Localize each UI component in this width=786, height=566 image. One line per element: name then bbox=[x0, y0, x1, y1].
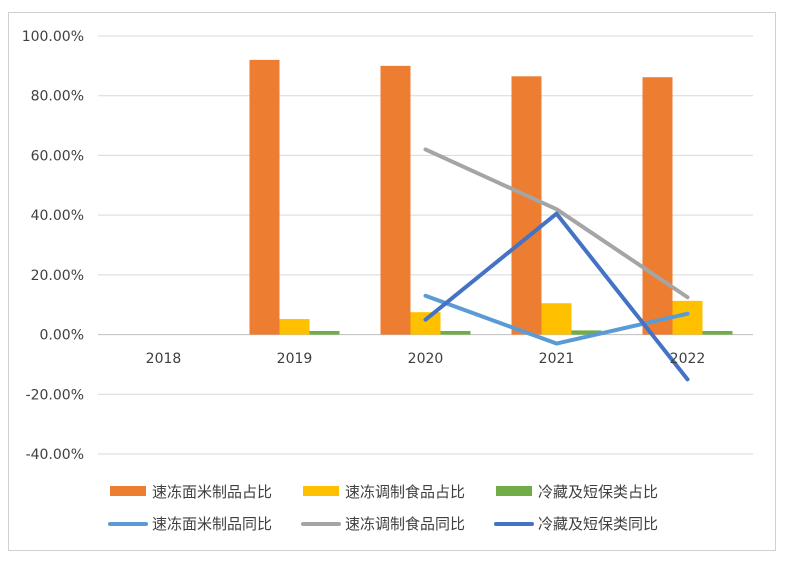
x-tick-label: 2020 bbox=[408, 351, 444, 367]
y-tick-label: 80.00% bbox=[31, 89, 84, 105]
legend-label: 速冻调制食品占比 bbox=[345, 483, 465, 501]
bar-2-2019 bbox=[279, 319, 310, 335]
line-series-3 bbox=[423, 211, 690, 382]
y-tick-label: 20.00% bbox=[31, 268, 84, 284]
bar-2-2021 bbox=[541, 303, 572, 335]
y-tick-label: 0.00% bbox=[40, 328, 84, 344]
legend-label: 速冻调制食品同比 bbox=[345, 515, 465, 533]
y-tick-label: 60.00% bbox=[31, 148, 84, 164]
bar-3-2022 bbox=[702, 330, 733, 335]
legend-swatch bbox=[303, 486, 339, 496]
legend-swatch bbox=[496, 486, 532, 496]
lines bbox=[423, 147, 690, 382]
bar-1-2019 bbox=[249, 59, 280, 335]
bar-3-2021 bbox=[571, 330, 602, 335]
bar-3-2019 bbox=[309, 330, 340, 335]
x-tick-label: 2018 bbox=[146, 351, 182, 367]
y-axis-ticks: -40.00% -20.00% 0.00% 20.00% 40.00% 60.00% 80.… bbox=[22, 29, 84, 463]
legend-swatch bbox=[110, 486, 146, 496]
x-tick-label: 2022 bbox=[670, 351, 706, 367]
y-tick-label: -20.00% bbox=[26, 387, 84, 403]
legend-label: 冷藏及短保类占比 bbox=[538, 483, 658, 501]
x-tick-label: 2021 bbox=[539, 351, 575, 367]
legend-label: 冷藏及短保类同比 bbox=[538, 515, 658, 533]
y-tick-label: 100.00% bbox=[22, 29, 84, 45]
bar-3-2020 bbox=[440, 330, 471, 335]
bar-1-2022 bbox=[642, 77, 673, 335]
x-tick-label: 2019 bbox=[277, 351, 313, 367]
y-tick-label: 40.00% bbox=[31, 208, 84, 224]
line-series-2 bbox=[423, 147, 690, 300]
bar-2-2020 bbox=[410, 312, 441, 335]
bar-1-2021 bbox=[511, 76, 542, 335]
legend-label: 速冻面米制品占比 bbox=[152, 483, 272, 501]
y-tick-label: -40.00% bbox=[26, 447, 84, 463]
legend-label: 速冻面米制品同比 bbox=[152, 515, 272, 533]
bars bbox=[249, 59, 733, 335]
x-axis-ticks: 2018 2019 2020 2021 2022 bbox=[146, 351, 706, 367]
bar-1-2020 bbox=[380, 65, 411, 335]
